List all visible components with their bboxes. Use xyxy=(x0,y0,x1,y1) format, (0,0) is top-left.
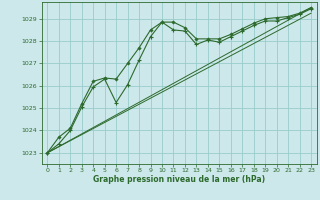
X-axis label: Graphe pression niveau de la mer (hPa): Graphe pression niveau de la mer (hPa) xyxy=(93,175,265,184)
